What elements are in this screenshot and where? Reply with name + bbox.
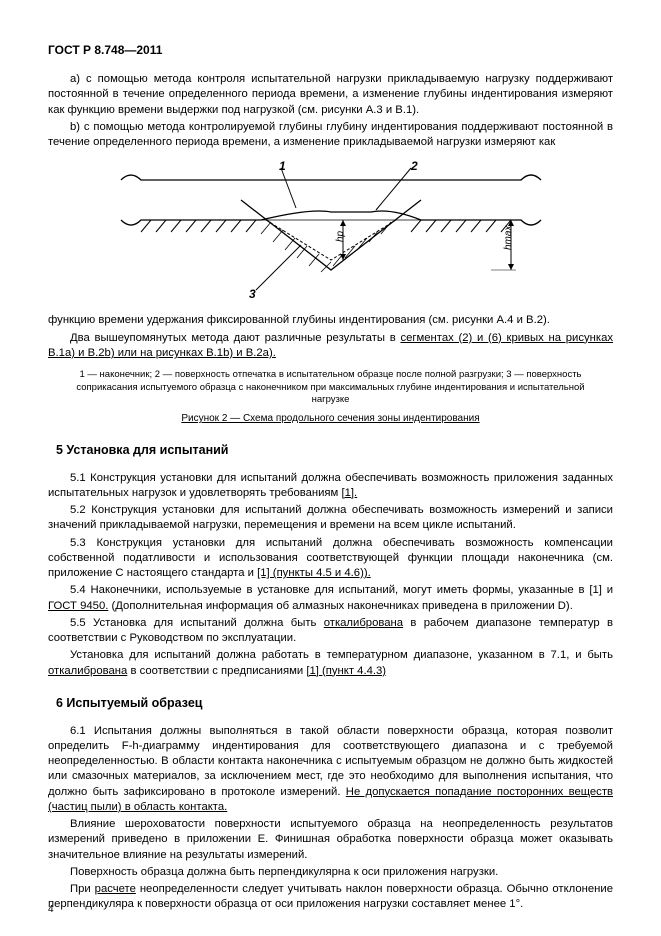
p5-3: 5.3 Конструкция установки для испытаний …: [48, 536, 613, 582]
ref-1-443: [1] (пункт 4.4.3): [306, 665, 386, 677]
svg-text:hmax: hmax: [503, 225, 514, 250]
section-6-title: 6 Испытуемый образец: [56, 695, 613, 712]
text: 5.4 Наконечники, используемые в установк…: [70, 584, 613, 596]
p5-6: Установка для испытаний должна работать …: [48, 648, 613, 679]
paragraph-a: a) с помощью метода контроля испытательн…: [48, 72, 613, 118]
text: 5.5 Установка для испытаний должна быть: [70, 617, 324, 629]
page-container: ГОСТ Р 8.748—2011 a) с помощью метода ко…: [0, 0, 661, 936]
p5-4: 5.4 Наконечники, используемые в установк…: [48, 583, 613, 614]
text: в соответствии с предписаниями: [127, 665, 306, 677]
svg-text:hp: hp: [335, 231, 346, 243]
text: (Дополнительная информация об алмазных н…: [108, 600, 572, 612]
p6-influence: Влияние шероховатости поверхности испыту…: [48, 817, 613, 863]
section-5-title: 5 Установка для испытаний: [56, 442, 613, 459]
text: Два вышеупомянутых метода дают различные…: [70, 332, 400, 344]
ref-gost-9450: ГОСТ 9450.: [48, 600, 108, 612]
term-calibrated-2: откалибрована: [48, 665, 127, 677]
svg-text:1: 1: [279, 160, 286, 173]
page-number: 4: [48, 903, 54, 917]
term-calibrated: откалибрована: [324, 617, 403, 629]
figure-title: Рисунок 2 — Схема продольного сечения зо…: [48, 412, 613, 426]
term-calculation: расчете: [95, 883, 136, 895]
document-header: ГОСТ Р 8.748—2011: [48, 42, 613, 58]
p5-2: 5.2 Конструкция установки для испытаний …: [48, 503, 613, 534]
p6-perp: Поверхность образца должна быть перпенди…: [48, 865, 613, 880]
p6-1: 6.1 Испытания должны выполняться в такой…: [48, 724, 613, 816]
p5-1: 5.1 Конструкция установки для испытаний …: [48, 471, 613, 502]
ref-1-pts: [1] (пункты 4.5 и 4.6)).: [257, 567, 371, 579]
paragraph-two-methods: Два вышеупомянутых метода дают различные…: [48, 331, 613, 362]
text: Установка для испытаний должна работать …: [70, 649, 613, 661]
figure-2: 1 2 3 hp hmax: [48, 160, 613, 305]
p5-5: 5.5 Установка для испытаний должна быть …: [48, 616, 613, 647]
text: При: [70, 883, 95, 895]
figure-legend: 1 — наконечник; 2 — поверхность отпечатк…: [68, 369, 593, 406]
ref-1: [1].: [341, 487, 357, 499]
paragraph-b: b) с помощью метода контролируемой глуби…: [48, 120, 613, 151]
p6-calc: При расчете неопределенности следует учи…: [48, 882, 613, 913]
text: 5.1 Конструкция установки для испытаний …: [48, 472, 613, 499]
paragraph-after-fig: функцию времени удержания фиксированной …: [48, 313, 613, 328]
svg-text:2: 2: [410, 160, 418, 173]
svg-text:3: 3: [249, 287, 256, 301]
